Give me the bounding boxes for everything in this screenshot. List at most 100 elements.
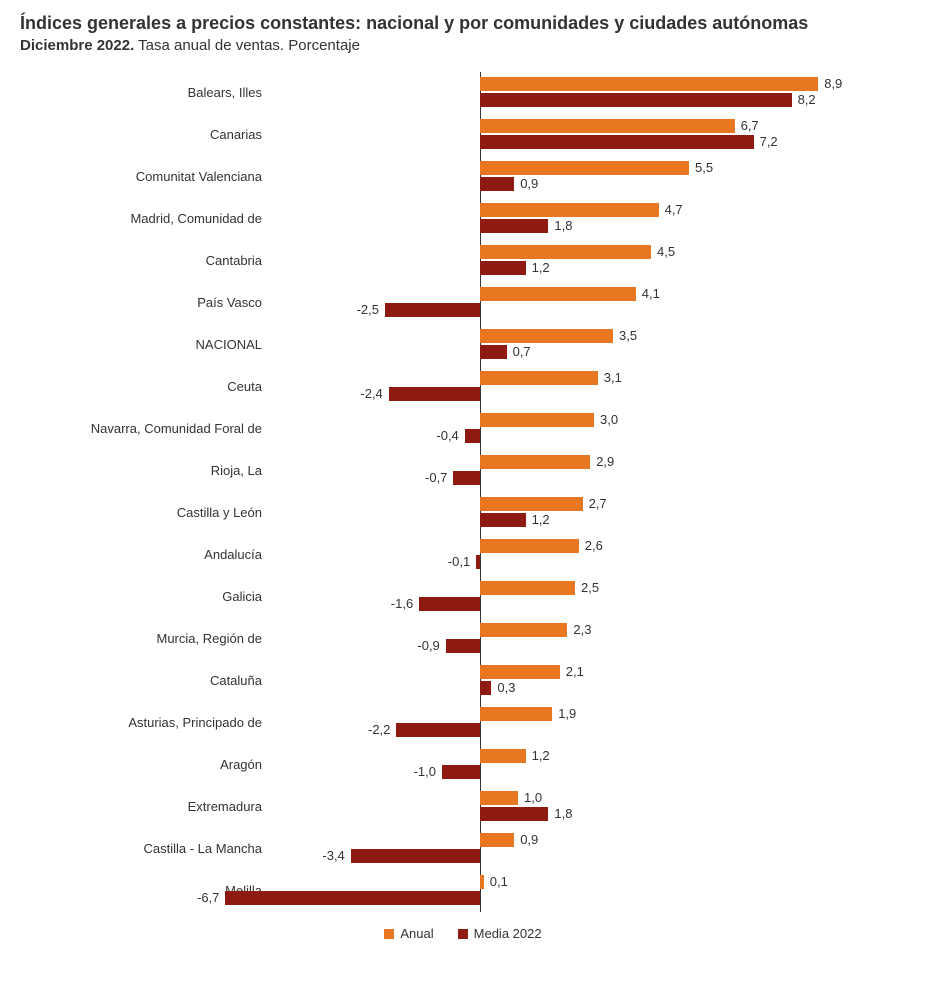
category-label: Comunitat Valenciana: [20, 156, 280, 198]
anual-bar: [480, 455, 590, 469]
anual-bar: [480, 875, 484, 889]
legend-item-media: Media 2022: [458, 926, 542, 941]
media-value: 8,2: [798, 93, 816, 107]
media-bar: [480, 807, 548, 821]
legend-label-anual: Anual: [400, 926, 433, 941]
anual-value: 2,6: [585, 539, 603, 553]
table-row: Galicia2,5-1,6: [20, 576, 906, 618]
anual-bar: [480, 539, 579, 553]
media-bar: [442, 765, 480, 779]
table-row: Canarias6,77,2: [20, 114, 906, 156]
anual-value: 1,2: [532, 749, 550, 763]
anual-value: 0,1: [490, 875, 508, 889]
media-bar: [446, 639, 480, 653]
anual-value: 2,1: [566, 665, 584, 679]
media-value: 1,2: [532, 513, 550, 527]
media-bar: [465, 429, 480, 443]
category-label: Castilla y León: [20, 492, 280, 534]
category-label: Navarra, Comunidad Foral de: [20, 408, 280, 450]
table-row: Asturias, Principado de 1,9 -2,2: [20, 702, 906, 744]
anual-bar: [480, 413, 594, 427]
media-value: 1,8: [554, 219, 572, 233]
category-label: Murcia, Región de: [20, 618, 280, 660]
media-value: -2,2: [368, 723, 390, 737]
subtitle-bold: Diciembre 2022.: [20, 37, 134, 54]
anual-bar: [480, 707, 552, 721]
anual-bar: [480, 245, 651, 259]
anual-bar: [480, 287, 636, 301]
anual-bar: [480, 833, 514, 847]
media-bar: [419, 597, 480, 611]
category-label: Canarias: [20, 114, 280, 156]
category-label: Rioja, La: [20, 450, 280, 492]
media-bar: [480, 135, 754, 149]
media-bar: [476, 555, 480, 569]
legend-label-media: Media 2022: [474, 926, 542, 941]
media-bar: [225, 891, 480, 905]
anual-value: 2,5: [581, 581, 599, 595]
anual-bar: [480, 791, 518, 805]
anual-bar: [480, 623, 567, 637]
table-row: Balears, Illes 8,9 8,2: [20, 72, 906, 114]
anual-bar: [480, 161, 689, 175]
table-row: Ceuta3,1-2,4: [20, 366, 906, 408]
anual-value: 1,9: [558, 707, 576, 721]
table-row: NACIONAL 3,5 0,7: [20, 324, 906, 366]
media-value: -0,9: [417, 639, 439, 653]
media-value: -0,1: [448, 555, 470, 569]
media-bar: [351, 849, 480, 863]
anual-value: 6,7: [741, 119, 759, 133]
anual-value: 2,3: [573, 623, 591, 637]
anual-value: 0,9: [520, 833, 538, 847]
media-value: 1,8: [554, 807, 572, 821]
anual-value: 2,7: [589, 497, 607, 511]
category-label: Cataluña: [20, 660, 280, 702]
category-label: Cantabria: [20, 240, 280, 282]
chart-subtitle: Diciembre 2022. Tasa anual de ventas. Po…: [20, 37, 906, 54]
subtitle-rest: Tasa anual de ventas. Porcentaje: [134, 37, 360, 54]
anual-bar: [480, 749, 526, 763]
media-bar: [385, 303, 480, 317]
media-value: -2,4: [360, 387, 382, 401]
anual-value: 4,7: [665, 203, 683, 217]
table-row: Madrid, Comunidad de 4,7 1,8: [20, 198, 906, 240]
media-value: -6,7: [197, 891, 219, 905]
anual-bar: [480, 371, 598, 385]
table-row: País Vasco4,1-2,5: [20, 282, 906, 324]
category-label: Andalucía: [20, 534, 280, 576]
media-value: -0,4: [436, 429, 458, 443]
table-row: Cantabria 4,5 1,2: [20, 240, 906, 282]
media-value: 0,7: [513, 345, 531, 359]
table-row: Cataluña2,10,3: [20, 660, 906, 702]
anual-value: 5,5: [695, 161, 713, 175]
media-value: -2,5: [357, 303, 379, 317]
media-value: -0,7: [425, 471, 447, 485]
anual-bar: [480, 581, 575, 595]
media-bar: [480, 261, 526, 275]
media-bar: [480, 681, 491, 695]
anual-value: 8,9: [824, 77, 842, 91]
category-label: Asturias, Principado de: [20, 702, 280, 744]
media-value: 1,2: [532, 261, 550, 275]
category-label: Balears, Illes: [20, 72, 280, 114]
media-value: -3,4: [322, 849, 344, 863]
media-bar: [389, 387, 480, 401]
category-label: Madrid, Comunidad de: [20, 198, 280, 240]
table-row: Castilla - La Mancha 0,9 -3,4: [20, 828, 906, 870]
category-label: Extremadura: [20, 786, 280, 828]
media-value: 0,9: [520, 177, 538, 191]
media-bar: [480, 177, 514, 191]
anual-value: 3,5: [619, 329, 637, 343]
anual-bar: [480, 329, 613, 343]
table-row: Extremadura 1,0 1,8: [20, 786, 906, 828]
table-row: Rioja, La2,9-0,7: [20, 450, 906, 492]
anual-value: 3,0: [600, 413, 618, 427]
anual-value: 4,5: [657, 245, 675, 259]
category-label: Castilla - La Mancha: [20, 828, 280, 870]
anual-bar: [480, 77, 818, 91]
anual-value: 1,0: [524, 791, 542, 805]
media-bar: [453, 471, 480, 485]
media-bar: [396, 723, 480, 737]
category-label: Aragón: [20, 744, 280, 786]
category-label: NACIONAL: [20, 324, 280, 366]
